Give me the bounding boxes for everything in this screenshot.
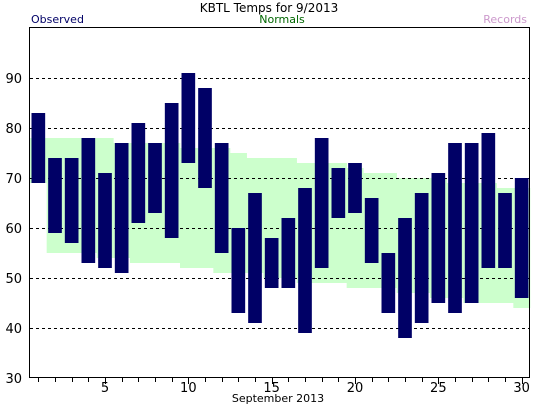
observed-bar-day-1 [31, 113, 46, 183]
observed-bar-day-26 [448, 143, 462, 313]
x-tick-label-10: 10 [180, 381, 197, 396]
legend-observed: Observed [31, 13, 84, 26]
observed-bar-day-15 [264, 238, 279, 288]
observed-bar-day-19 [331, 168, 346, 218]
legend-records: Records [483, 13, 527, 26]
observed-bar-day-24 [414, 193, 429, 323]
legend-normals: Normals [259, 13, 305, 26]
observed-bar-day-5 [98, 173, 112, 268]
observed-bar-day-7 [131, 123, 146, 223]
observed-bar-day-20 [348, 163, 362, 213]
chart-title: KBTL Temps for 9/2013 [200, 1, 339, 15]
x-tick-label-15: 15 [263, 381, 280, 396]
observed-bar-day-23 [398, 218, 412, 338]
observed-bars [31, 73, 529, 338]
observed-bar-day-17 [298, 188, 312, 333]
observed-bar-day-28 [481, 133, 496, 268]
observed-bar-day-2 [48, 158, 62, 233]
observed-bar-day-29 [498, 193, 512, 268]
y-tick-label-90: 90 [5, 72, 22, 87]
gridlines [30, 78, 530, 329]
observed-bar-day-3 [64, 158, 79, 243]
observed-bar-day-30 [514, 178, 529, 298]
x-axis-label: September 2013 [232, 392, 324, 405]
x-axis: 5 10 15 20 25 30 [38, 378, 530, 396]
observed-bar-day-11 [198, 88, 212, 188]
y-axis: 30 40 50 60 70 80 90 [5, 72, 22, 387]
observed-bar-day-9 [164, 103, 179, 238]
x-tick-label-20: 20 [347, 381, 364, 396]
y-tick-label-50: 50 [5, 272, 22, 287]
observed-bar-day-22 [381, 253, 396, 313]
observed-bar-day-8 [148, 143, 162, 213]
observed-bar-day-14 [248, 193, 262, 323]
y-tick-label-60: 60 [5, 222, 22, 237]
observed-bar-day-25 [431, 173, 446, 303]
y-tick-label-40: 40 [5, 322, 22, 337]
observed-bar-day-4 [81, 138, 96, 263]
x-tick-label-5: 5 [101, 381, 109, 396]
observed-bar-day-21 [364, 198, 379, 263]
y-tick-label-30: 30 [5, 372, 22, 387]
plot-frame [29, 27, 530, 378]
observed-bar-day-13 [231, 228, 246, 313]
y-tick-label-70: 70 [5, 172, 22, 187]
y-tick-label-80: 80 [5, 122, 22, 137]
x-tick-label-30: 30 [513, 381, 530, 396]
normals-day-10 [180, 148, 197, 268]
observed-bar-day-18 [314, 138, 329, 268]
observed-bar-day-6 [114, 143, 129, 273]
observed-bar-day-12 [214, 143, 229, 253]
observed-bar-day-27 [464, 143, 479, 303]
observed-bar-day-10 [181, 73, 196, 163]
x-tick-label-25: 25 [430, 381, 447, 396]
observed-bar-day-16 [281, 218, 296, 288]
